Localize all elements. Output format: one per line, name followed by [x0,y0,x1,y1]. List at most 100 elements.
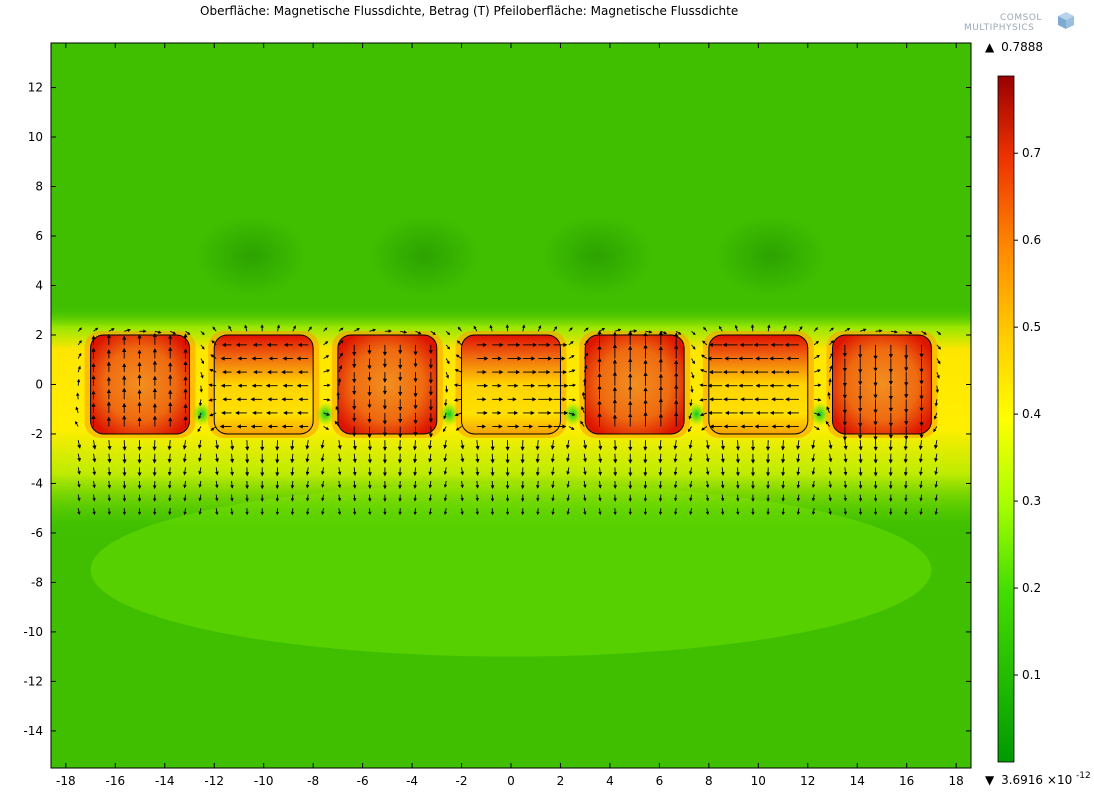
field-arrow-head [367,446,373,451]
field-arrow-head [475,445,480,451]
field-arrow-head [505,446,510,452]
field-arrow-head [785,397,790,402]
y-tick-label: 12 [28,81,43,95]
field-arrow-head [250,424,255,429]
field-arrow-head [873,367,878,372]
field-arrow-head [398,433,403,439]
field-arrow-head [137,361,142,366]
field-arrow-head [78,352,82,357]
field-arrow-head [674,384,679,389]
field-arrow-head [168,362,173,367]
field-arrow-head [267,424,272,429]
field-arrow-head [516,342,521,347]
field-arrow-head [904,511,908,516]
field-arrow-head [356,328,360,332]
gap-minimum [439,402,460,427]
field-arrow-head [699,369,704,373]
field-arrow-head [137,498,142,502]
field-arrow-head [933,415,938,420]
field-arrow-head [428,391,433,396]
field-arrow-head [267,369,272,375]
field-arrow-head [183,360,188,365]
colorbar-max-value: 0.7888 [1001,40,1043,54]
field-arrow-head [352,471,357,476]
y-tick-label: -6 [31,526,43,540]
plot-title: Oberfläche: Magnetische Flussdichte, Bet… [200,4,738,18]
field-arrow-head [643,459,648,464]
field-arrow-head [829,365,833,370]
field-arrow-head [367,472,372,477]
field-arrow-head [550,445,555,450]
field-arrow-head [222,397,227,402]
field-arrow-head [658,385,663,390]
field-arrow-head [306,497,310,502]
field-arrow-head [443,415,447,420]
field-arrow-head [443,511,448,516]
field-arrow-head [158,330,162,334]
field-arrow-head [769,356,774,361]
field-arrow-head [903,446,908,451]
field-arrow-head [382,405,387,410]
magnet-block [331,330,443,438]
field-arrow-head [643,344,648,349]
field-arrow-head [352,485,357,489]
field-arrow-head [367,419,372,424]
field-arrow-head [581,406,585,410]
gap-minimum [686,402,707,427]
comsol-cube-icon [1058,12,1074,29]
field-arrow-head [888,407,893,413]
field-arrow-head [658,413,663,418]
field-arrow-head [751,498,755,502]
field-arrow-head [198,471,202,475]
field-minimum [196,215,307,296]
field-arrow-head [367,350,372,355]
field-arrow-head [513,410,519,416]
field-arrow-head [691,360,695,365]
field-arrow-head [412,459,418,464]
magnet-block [208,330,320,438]
field-arrow-head [290,472,295,477]
colorbar-min-label: ▼ 3.6916 ×10 -12 [985,771,1091,787]
y-tick-label: 8 [35,180,43,194]
field-arrow-head [688,415,692,420]
field-arrow-head [707,383,712,388]
field-arrow-head [305,445,310,450]
field-arrow-head [673,471,678,476]
x-tick-label: 2 [557,774,565,788]
field-arrow-head [122,511,127,516]
field-arrow-head [628,330,633,335]
field-arrow-head [643,359,648,364]
field-arrow-head [720,498,725,502]
field-arrow-head [187,331,191,335]
field-arrow-head [811,511,816,516]
field-arrow-head [904,498,908,502]
field-arrow-head [700,354,705,358]
field-arrow-head [122,402,127,407]
field-arrow-head [532,369,537,375]
field-arrow-head [91,402,96,407]
field-arrow-head [873,436,878,441]
field-arrow-head [751,485,755,490]
field-arrow-head [221,410,226,416]
field-arrow-head [106,349,111,354]
field-arrow-head [796,445,801,450]
y-tick-label: -10 [23,625,43,639]
field-arrow-head [340,340,344,344]
arrow-layer [75,324,942,516]
field-arrow-head [489,324,493,329]
field-arrow-head [275,511,280,516]
field-arrow-head [398,407,403,412]
field-arrow-head [628,472,633,477]
field-arrow-head [428,406,433,411]
field-arrow-head [769,410,774,416]
field-arrow-head [580,420,584,425]
magnet-body [584,334,685,435]
field-arrow-head [933,428,937,433]
field-arrow-head [308,326,312,330]
field-arrow-head [245,472,250,477]
field-arrow-head [260,446,265,452]
field-arrow-head [581,391,586,396]
y-tick-label: -14 [23,724,43,738]
field-arrow-head [598,511,602,516]
y-axis: 12 10 8 6 4 2 0 -2 -4 -6 -8 -10 -12 -14 [23,81,971,738]
